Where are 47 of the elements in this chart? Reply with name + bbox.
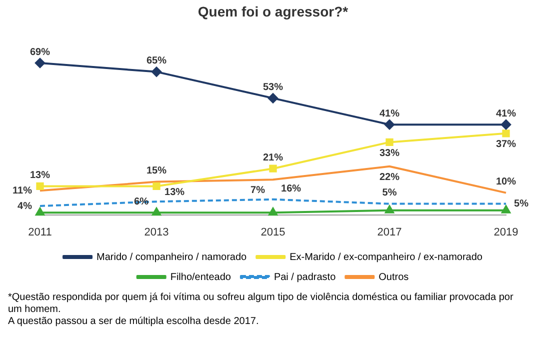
data-label: 13% [164,186,185,198]
chart-title: Quem foi o agressor?* [198,3,349,20]
point [502,205,510,214]
x-tick-label: 2011 [28,226,52,238]
x-tick-label: 2017 [377,226,402,238]
point [501,120,511,130]
data-label: 7% [250,185,266,196]
legend-label: Filho/enteado [170,272,232,283]
point [385,205,394,214]
point [152,208,161,216]
point [36,182,44,190]
data-label: 41% [379,108,400,120]
text: *Questão respondida por quem já foi vítima ou sofreu algum tipo de violência doméstica ou familiar provocada por um homem. [8,292,514,316]
x-tick-label: 2015 [260,226,286,238]
data-label: 65% [146,56,167,67]
point [35,58,45,68]
point [152,66,162,77]
data-label: 33% [379,148,400,159]
text: A questão passou a ser de múltipla escolha desde 2017. [8,316,260,328]
data-label: 69% [30,46,50,58]
data-label: 11% [12,185,32,196]
data-label: 5% [382,188,397,199]
data-label: 13% [30,170,50,181]
data-label: 5% [514,198,529,210]
legend-label: Outros [378,272,409,283]
legend-label: Ex-Marido / ex-companheiro / ex-namorado [290,252,483,263]
data-label: 21% [262,152,284,164]
point [152,182,160,190]
data-label: 15% [146,166,167,177]
legend-label: Pai / padrasto [274,272,336,283]
data-label: 53% [262,82,284,93]
point [268,93,278,104]
x-tick-label: 2013 [144,226,169,238]
point [384,120,394,130]
data-label: 37% [496,139,516,150]
data-label: 22% [379,172,400,184]
legend-label: Marido / companheiro / namorado [96,252,248,263]
data-label: 16% [281,183,302,194]
point [268,208,278,216]
data-label: 41% [496,108,516,120]
point [386,138,394,146]
point [502,130,510,138]
x-tick-label: 2019 [494,226,518,238]
point [269,164,277,172]
data-label: 10% [496,176,516,188]
point [36,208,44,216]
data-label: 4% [18,200,32,212]
